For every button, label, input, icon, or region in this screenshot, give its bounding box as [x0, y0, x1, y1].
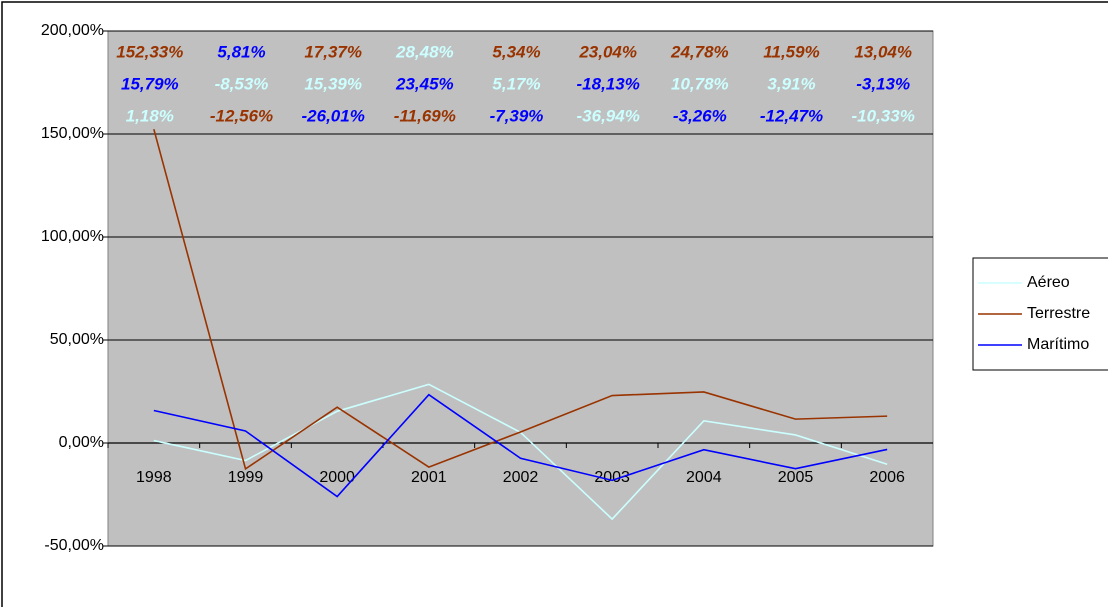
data-label: 28,48% — [395, 42, 454, 61]
data-label: -12,47% — [760, 106, 823, 125]
y-tick-label: 200,00% — [41, 22, 104, 39]
data-label: 152,33% — [116, 42, 183, 61]
data-label: -8,53% — [215, 74, 269, 93]
x-tick-label: 2004 — [686, 469, 722, 486]
data-label: 17,37% — [304, 42, 362, 61]
x-tick-label: 2006 — [869, 469, 905, 486]
series-line — [153, 393, 888, 498]
data-label: -3,26% — [673, 106, 727, 125]
data-label: 11,59% — [763, 42, 819, 61]
legend-label: Terrestre — [1027, 305, 1090, 322]
legend-label: Marítimo — [1027, 336, 1089, 353]
x-tick-label: 2003 — [594, 469, 630, 486]
data-label: 5,17% — [492, 74, 540, 93]
data-label: 24,78% — [670, 42, 729, 61]
y-tick-label: 150,00% — [41, 125, 104, 142]
data-label: 13,04% — [854, 42, 912, 61]
x-tick-label: 1998 — [136, 469, 172, 486]
x-tick-label: 2002 — [503, 469, 539, 486]
y-tick-label: -50,00% — [44, 537, 104, 554]
x-tick-label: 2005 — [778, 469, 814, 486]
legend-label: Aéreo — [1027, 274, 1070, 291]
y-tick-label: 0,00% — [59, 434, 104, 451]
x-tick-label: 2000 — [319, 469, 355, 486]
data-label: 3,91% — [767, 74, 815, 93]
data-label: -26,01% — [302, 106, 365, 125]
data-label: -18,13% — [577, 74, 640, 93]
data-label: -3,13% — [856, 74, 910, 93]
y-tick-label: 50,00% — [50, 331, 104, 348]
data-label: 23,45% — [395, 74, 454, 93]
data-label: -36,94% — [577, 106, 640, 125]
data-label: 1,18% — [126, 106, 174, 125]
series-line — [153, 128, 888, 471]
data-label: -7,39% — [490, 106, 544, 125]
data-label: -10,33% — [852, 106, 915, 125]
data-label: 23,04% — [578, 42, 637, 61]
data-label: 15,39% — [304, 74, 362, 93]
data-label: 15,79% — [121, 74, 179, 93]
data-label: -12,56% — [210, 106, 273, 125]
data-label: 5,81% — [217, 42, 265, 61]
data-label: -11,69% — [394, 106, 456, 125]
data-label: 10,78% — [671, 74, 729, 93]
x-tick-label: 2001 — [411, 469, 447, 486]
x-tick-label: 1999 — [228, 469, 264, 486]
y-tick-label: 100,00% — [41, 228, 104, 245]
data-label: 5,34% — [492, 42, 540, 61]
